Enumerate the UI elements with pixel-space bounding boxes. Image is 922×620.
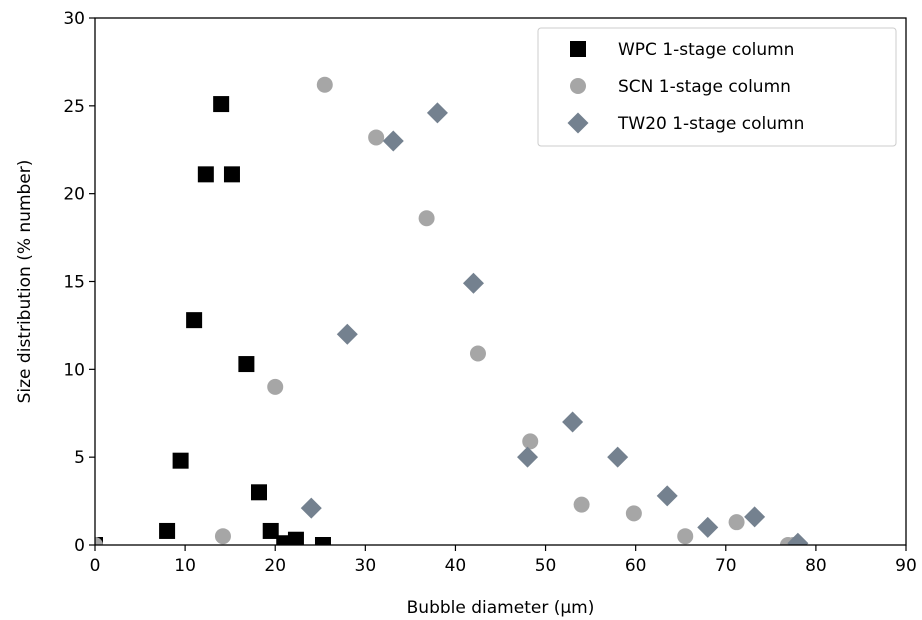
x-tick-label: 30 (355, 556, 377, 576)
data-point (186, 312, 203, 329)
data-point (300, 497, 322, 519)
data-point (462, 272, 484, 294)
x-tick-label: 10 (174, 556, 196, 576)
y-tick-label: 20 (63, 185, 85, 205)
data-point (223, 166, 240, 183)
data-point (276, 535, 293, 545)
y-tick-label: 30 (63, 9, 85, 29)
data-point (607, 446, 629, 468)
legend-entry: SCN 1-stage column (570, 77, 791, 97)
y-axis-label: Size distribution (% number) (15, 160, 35, 404)
y-axis-ticks: 0 5 10 15 20 25 30 (63, 9, 95, 556)
legend-label: TW20 1-stage column (617, 114, 804, 134)
data-point (251, 484, 268, 501)
data-point (382, 130, 404, 152)
data-point (267, 378, 284, 395)
x-tick-label: 80 (805, 556, 827, 576)
series-diamond (300, 102, 809, 545)
y-tick-label: 25 (63, 97, 85, 117)
legend-frame (537, 27, 897, 147)
data-point (625, 505, 642, 522)
data-point (214, 528, 231, 545)
x-tick-label: 0 (90, 556, 101, 576)
x-tick-label: 50 (535, 556, 557, 576)
x-axis-ticks: 0 10 20 30 40 50 60 70 80 90 (90, 545, 917, 576)
data-point (469, 345, 486, 362)
data-point (95, 537, 103, 545)
x-tick-label: 90 (895, 556, 917, 576)
data-point (262, 522, 279, 539)
series-circle (95, 76, 802, 545)
y-tick-label: 5 (74, 448, 85, 468)
legend-marker (570, 78, 586, 94)
data-point (522, 433, 539, 450)
data-point (418, 210, 435, 227)
data-point (426, 102, 448, 124)
y-tick-label: 15 (63, 273, 85, 293)
data-point (573, 496, 590, 513)
legend-label: SCN 1-stage column (618, 77, 791, 97)
data-point (287, 531, 304, 545)
data-points (95, 76, 809, 545)
data-point (562, 411, 584, 433)
legend-label: WPC 1-stage column (618, 40, 794, 60)
data-point (314, 537, 331, 545)
y-tick-label: 0 (74, 536, 85, 556)
x-axis-label: Bubble diameter (µm) (407, 598, 595, 618)
data-point (197, 166, 214, 183)
legend-entry: WPC 1-stage column (570, 40, 794, 60)
data-point (656, 485, 678, 507)
legend-marker (570, 41, 586, 57)
data-point (368, 129, 385, 146)
series-square (95, 96, 331, 545)
data-point (744, 506, 766, 528)
data-point (238, 356, 255, 373)
data-point (213, 96, 230, 113)
x-tick-label: 20 (264, 556, 286, 576)
legend-marker (567, 112, 589, 134)
data-point (677, 528, 694, 545)
x-tick-label: 40 (445, 556, 467, 576)
data-point (316, 76, 333, 93)
data-point (172, 452, 189, 469)
legend-entry: TW20 1-stage column (567, 112, 804, 134)
data-point (787, 532, 809, 545)
y-tick-label: 10 (63, 360, 85, 380)
data-point (159, 522, 176, 539)
legend: WPC 1-stage column SCN 1-stage column TW20… (537, 27, 897, 147)
x-tick-label: 60 (625, 556, 647, 576)
data-point (336, 323, 358, 345)
x-tick-label: 70 (715, 556, 737, 576)
data-point (697, 516, 719, 538)
data-point (728, 514, 745, 531)
data-point (517, 446, 539, 468)
